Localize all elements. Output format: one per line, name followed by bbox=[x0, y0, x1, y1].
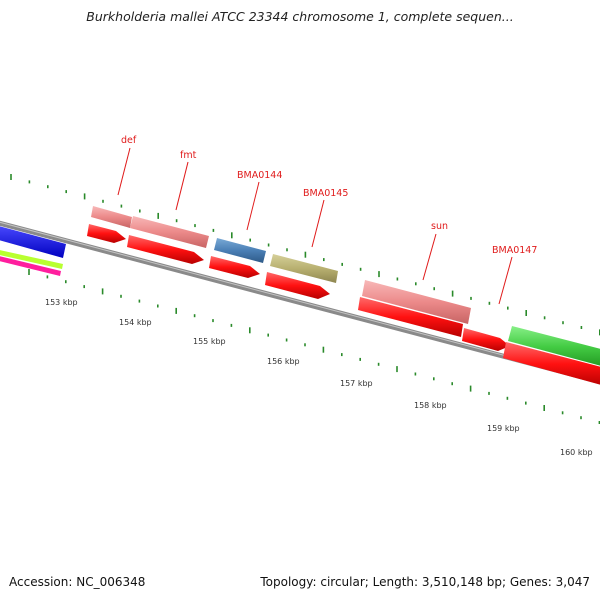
cds-bma0144[interactable] bbox=[209, 256, 260, 278]
gene-fmt[interactable] bbox=[130, 216, 209, 248]
tick-row-lower bbox=[28, 269, 600, 424]
gene-label-bma0147[interactable]: BMA0147 bbox=[492, 245, 537, 256]
cds-fmt[interactable] bbox=[127, 235, 204, 264]
leader-bma0144 bbox=[246, 181, 260, 231]
scale-label-158: 158 kbp bbox=[414, 401, 447, 410]
scale-label-153: 153 kbp bbox=[45, 298, 78, 307]
scale-label-156: 156 kbp bbox=[267, 357, 300, 366]
scale-labels: 153 kbp 154 kbp 155 kbp 156 kbp 157 kbp … bbox=[45, 298, 593, 457]
cds-def[interactable] bbox=[87, 224, 126, 243]
gene-label-def[interactable]: def bbox=[121, 135, 137, 146]
gene-def[interactable] bbox=[91, 206, 132, 228]
gene-label-fmt[interactable]: fmt bbox=[180, 150, 197, 161]
leader-bma0145 bbox=[311, 199, 325, 248]
accession-text: Accession: NC_006348 bbox=[9, 575, 146, 589]
leader-def bbox=[117, 147, 131, 196]
gene-bma0147[interactable] bbox=[508, 326, 600, 367]
cds-bma0145[interactable] bbox=[265, 272, 330, 299]
feature-left-blue bbox=[0, 226, 66, 258]
leader-bma0147 bbox=[498, 256, 513, 305]
gene-label-sun[interactable]: sun bbox=[431, 221, 448, 232]
gene-sun[interactable] bbox=[362, 280, 471, 324]
map-title: Burkholderia mallei ATCC 23344 chromosom… bbox=[86, 9, 514, 24]
sequence-backbone bbox=[0, 220, 600, 385]
scale-label-160: 160 kbp bbox=[560, 448, 593, 457]
cds-sun[interactable] bbox=[358, 297, 463, 337]
cds-bma0147b[interactable] bbox=[503, 342, 600, 386]
gene-bma0144[interactable] bbox=[214, 238, 266, 263]
leader-sun bbox=[422, 233, 437, 281]
feature-left-lime bbox=[0, 250, 63, 269]
scale-label-155: 155 kbp bbox=[193, 337, 226, 346]
scale-label-154: 154 kbp bbox=[119, 318, 152, 327]
scale-label-157: 157 kbp bbox=[340, 379, 373, 388]
cds-bma0147a[interactable] bbox=[462, 328, 510, 351]
feature-left-magenta bbox=[0, 256, 61, 276]
gene-label-bma0144[interactable]: BMA0144 bbox=[237, 170, 282, 181]
gene-bma0145[interactable] bbox=[270, 254, 338, 283]
scale-label-159: 159 kbp bbox=[487, 424, 520, 433]
sequence-backbone-highlight bbox=[0, 221, 600, 382]
genome-summary-text: Topology: circular; Length: 3,510,148 bp… bbox=[260, 575, 590, 589]
gene-label-leaders bbox=[117, 147, 513, 305]
leader-fmt bbox=[175, 161, 189, 211]
gene-label-bma0145[interactable]: BMA0145 bbox=[303, 188, 348, 199]
